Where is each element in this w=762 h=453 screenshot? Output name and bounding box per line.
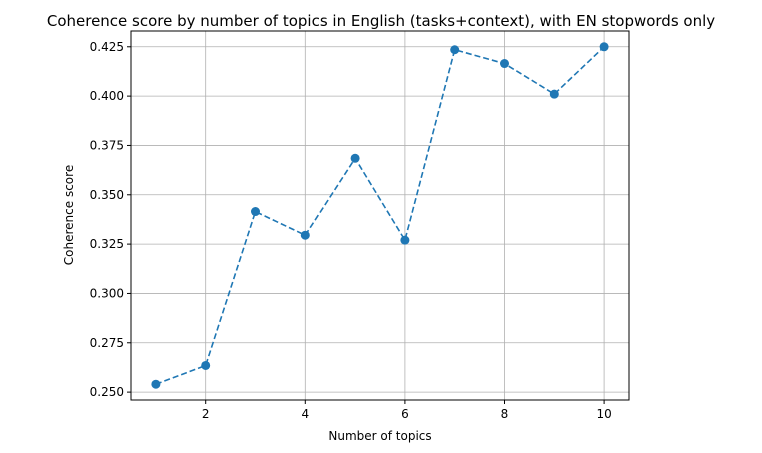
x-axis: 2 4 6 8 10 <box>202 400 612 421</box>
x-axis-label: Number of topics <box>328 429 431 443</box>
series-markers <box>151 42 609 389</box>
x-tick-label: 8 <box>501 407 509 421</box>
data-point <box>151 379 161 389</box>
data-point <box>400 235 410 245</box>
data-point <box>251 207 260 217</box>
data-point <box>500 59 509 69</box>
x-tick-label: 10 <box>596 407 611 421</box>
y-axis: 0.250 0.275 0.300 0.325 0.350 0.375 0.400 0.425 <box>90 40 131 399</box>
data-point <box>350 153 360 163</box>
x-tick-label: 6 <box>401 407 409 421</box>
x-tick-label: 4 <box>301 407 309 421</box>
series-line <box>155 46 605 385</box>
data-point <box>450 45 460 55</box>
y-tick-label: 0.400 <box>90 89 124 103</box>
data-point <box>300 230 310 240</box>
y-tick-label: 0.350 <box>90 188 124 202</box>
data-point <box>599 42 609 52</box>
chart-title: Coherence score by number of topics in E… <box>46 12 716 30</box>
y-tick-label: 0.375 <box>90 138 124 152</box>
data-point <box>201 360 211 370</box>
y-tick-label: 0.325 <box>90 237 124 251</box>
y-tick-label: 0.275 <box>90 336 124 350</box>
plot-area-frame <box>130 30 630 401</box>
y-tick-label: 0.300 <box>90 286 124 300</box>
x-tick-label: 2 <box>202 407 210 421</box>
data-point <box>549 89 559 99</box>
y-tick-label: 0.250 <box>90 385 124 399</box>
grid <box>131 31 629 400</box>
y-axis-label: Coherence score <box>62 165 76 265</box>
y-tick-label: 0.425 <box>90 40 124 54</box>
